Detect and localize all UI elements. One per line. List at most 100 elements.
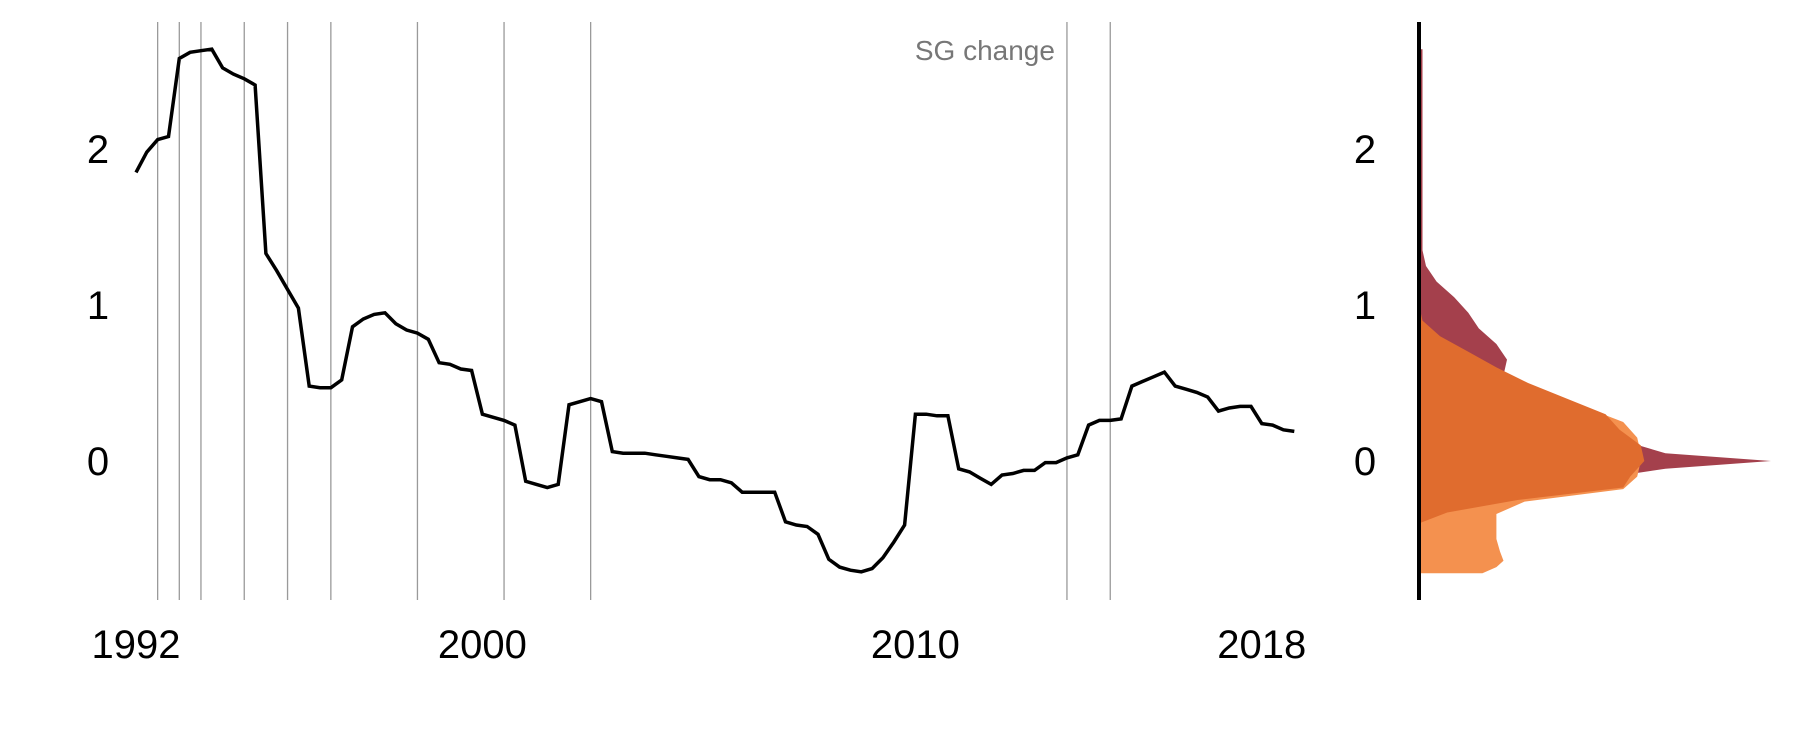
data-point bbox=[523, 478, 529, 484]
data-point bbox=[317, 385, 323, 391]
x-tick-1992: 1992 bbox=[92, 623, 181, 667]
data-point bbox=[1248, 403, 1254, 409]
data-point bbox=[858, 569, 864, 575]
data-point bbox=[707, 477, 713, 483]
data-point bbox=[945, 413, 951, 419]
data-point bbox=[1064, 455, 1070, 461]
data-point bbox=[1205, 394, 1211, 400]
data-point bbox=[1237, 403, 1243, 409]
data-point bbox=[923, 411, 929, 417]
data-point bbox=[209, 46, 215, 52]
data-point bbox=[166, 134, 172, 140]
data-point bbox=[631, 450, 637, 456]
data-point bbox=[469, 368, 475, 374]
data-point bbox=[999, 472, 1005, 478]
sg-change-markers bbox=[156, 22, 1111, 600]
data-point bbox=[176, 56, 182, 62]
data-point bbox=[198, 48, 204, 54]
data-point bbox=[534, 481, 540, 487]
data-point bbox=[674, 455, 680, 461]
data-point bbox=[241, 76, 247, 82]
data-point bbox=[1161, 369, 1167, 375]
data-point bbox=[1032, 467, 1038, 473]
data-point bbox=[555, 481, 561, 487]
y-tick-right-1: 1 bbox=[1354, 284, 1376, 328]
data-point bbox=[739, 489, 745, 495]
data-point bbox=[772, 489, 778, 495]
data-point bbox=[783, 519, 789, 525]
data-point bbox=[696, 474, 702, 480]
data-point bbox=[544, 485, 550, 491]
data-point bbox=[1151, 374, 1157, 380]
data-point bbox=[436, 360, 442, 366]
data-point bbox=[220, 65, 226, 71]
time-series-panel: SG change 1992 2000 2010 2018 0 1 2 bbox=[87, 22, 1306, 667]
data-point bbox=[912, 411, 918, 417]
data-point bbox=[1053, 460, 1059, 466]
data-point bbox=[653, 452, 659, 458]
data-point bbox=[501, 417, 507, 423]
data-point bbox=[382, 310, 388, 316]
x-tick-2018: 2018 bbox=[1217, 623, 1306, 667]
sg-change-label: SG change bbox=[915, 35, 1055, 66]
data-point bbox=[1259, 421, 1265, 427]
data-point bbox=[685, 456, 691, 462]
data-point bbox=[804, 524, 810, 530]
y-tick-right-0: 0 bbox=[1354, 440, 1376, 484]
x-tick-2010: 2010 bbox=[871, 623, 960, 667]
data-point bbox=[977, 475, 983, 481]
data-point bbox=[902, 522, 908, 528]
data-point bbox=[588, 396, 594, 402]
density-areas bbox=[1419, 49, 1771, 574]
data-point bbox=[512, 422, 518, 428]
data-point bbox=[847, 567, 853, 573]
data-point bbox=[285, 286, 291, 292]
data-point bbox=[328, 385, 334, 391]
data-point bbox=[414, 330, 420, 336]
data-point bbox=[880, 555, 886, 561]
data-point bbox=[761, 489, 767, 495]
data-point bbox=[728, 480, 734, 486]
data-point bbox=[1226, 405, 1232, 411]
data-point bbox=[1194, 389, 1200, 395]
data-point bbox=[339, 377, 345, 383]
data-point bbox=[869, 566, 875, 572]
data-point bbox=[1183, 386, 1189, 392]
data-point bbox=[1096, 417, 1102, 423]
y-tick-left-1: 1 bbox=[87, 284, 109, 328]
data-point bbox=[1075, 452, 1081, 458]
data-point bbox=[1140, 378, 1146, 384]
data-point bbox=[144, 149, 150, 155]
data-point bbox=[350, 324, 356, 330]
data-point bbox=[599, 399, 605, 405]
data-point bbox=[577, 399, 583, 405]
data-point bbox=[133, 169, 139, 175]
data-point bbox=[490, 414, 496, 420]
y-tick-right-2: 2 bbox=[1354, 128, 1376, 172]
x-axis-ticks: 1992 2000 2010 2018 bbox=[92, 623, 1307, 667]
data-point bbox=[1021, 467, 1027, 473]
data-point bbox=[404, 327, 410, 333]
series-lines bbox=[133, 46, 1297, 575]
data-point bbox=[718, 477, 724, 483]
data-point bbox=[479, 411, 485, 417]
data-point bbox=[371, 311, 377, 317]
data-point bbox=[1107, 417, 1113, 423]
data-point bbox=[1216, 408, 1222, 414]
data-point bbox=[663, 453, 669, 459]
data-point bbox=[458, 366, 464, 372]
data-point bbox=[891, 539, 897, 545]
data-point bbox=[1270, 422, 1276, 428]
data-point bbox=[815, 531, 821, 537]
data-point bbox=[425, 336, 431, 342]
data-point bbox=[1291, 428, 1297, 434]
x-tick-2000: 2000 bbox=[438, 623, 527, 667]
density-panel: 0 1 2 bbox=[1354, 22, 1771, 600]
data-point bbox=[967, 469, 973, 475]
data-point bbox=[609, 449, 615, 455]
density-area-2 bbox=[1419, 305, 1645, 524]
data-point bbox=[1042, 460, 1048, 466]
data-point bbox=[1010, 471, 1016, 477]
